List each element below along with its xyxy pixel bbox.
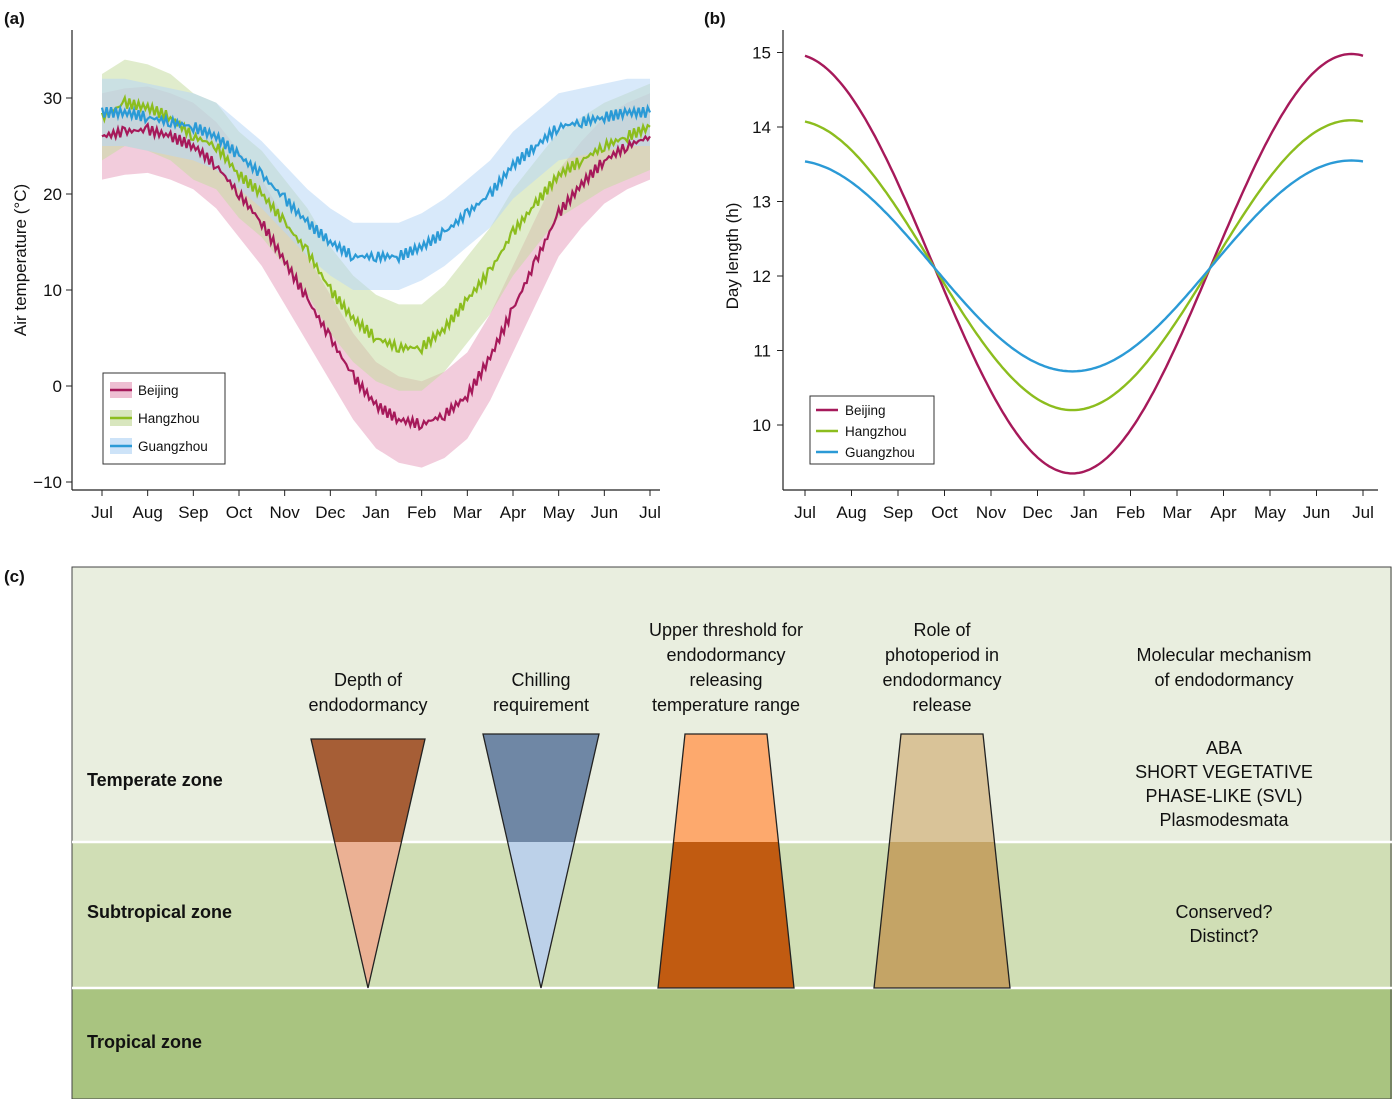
dormancy-zone-diagram: Temperate zone Subtropical zone Tropical z… [71, 566, 1392, 1099]
zone-label: Subtropical zone [87, 902, 232, 922]
x-tick-label: May [1254, 503, 1287, 522]
y-tick-label: −10 [33, 473, 62, 492]
x-tick-label: Dec [1022, 503, 1053, 522]
legend-label: Beijing [138, 383, 179, 398]
y-tick-label: 14 [752, 118, 771, 137]
shape-outline [310, 738, 426, 989]
y-tick-label: 13 [752, 193, 771, 212]
mechanism-temperate-text: ABA [1206, 738, 1242, 758]
column-title: Role of [913, 620, 971, 640]
x-tick-label: Jul [794, 503, 816, 522]
shape-outline [873, 733, 1011, 989]
x-tick-label: Nov [976, 503, 1007, 522]
series-line-hangzhou [100, 94, 651, 356]
y-axis-title: Day length (h) [723, 203, 742, 310]
x-tick-label: Jan [1070, 503, 1097, 522]
legend-label: Hangzhou [138, 411, 200, 426]
x-tick-label: Nov [270, 503, 301, 522]
shape-lower [334, 842, 402, 988]
column-title: endodormancy [666, 645, 785, 665]
panel-label-c: (c) [4, 567, 25, 586]
x-tick-label: Jan [362, 503, 389, 522]
y-tick-label: 30 [43, 89, 62, 108]
x-tick-label: Jul [1352, 503, 1374, 522]
shape-outline [482, 733, 600, 989]
x-tick-label: Mar [1162, 503, 1192, 522]
shape-lower [658, 842, 794, 988]
series-line-beijing [101, 121, 651, 431]
x-tick-label: Jun [591, 503, 618, 522]
x-tick-label: Oct [931, 503, 958, 522]
x-tick-label: Oct [226, 503, 253, 522]
x-tick-label: Feb [407, 503, 436, 522]
column-title: Depth of [334, 670, 403, 690]
x-tick-label: Apr [1210, 503, 1237, 522]
y-axis-title: Air temperature (°C) [11, 184, 30, 336]
series-line-beijing [804, 52, 1364, 475]
x-tick-label: Feb [1116, 503, 1145, 522]
zone-label: Temperate zone [87, 770, 223, 790]
mechanism-subtropical-text: Distinct? [1189, 926, 1258, 946]
shape-upper [889, 734, 995, 842]
column-title: release [912, 695, 971, 715]
day-length-chart: 10 11 12 13 14 15 Jul Aug Sep Oct Nov Dec Jan Feb Mar A… [723, 30, 1378, 522]
mechanism-title: of endodormancy [1154, 670, 1293, 690]
series-line-guangzhou [100, 103, 652, 265]
shape-lower [874, 842, 1010, 988]
shape-lower [507, 842, 575, 988]
temperature-chart: −10 0 10 20 30 Jul Aug Sep Oct Nov Dec Jan Feb Mar Apr… [11, 30, 661, 522]
column-title: endodormancy [882, 670, 1001, 690]
y-tick-label: 20 [43, 185, 62, 204]
column-title: requirement [493, 695, 589, 715]
column-title: temperature range [652, 695, 800, 715]
legend-label: Hangzhou [845, 424, 907, 439]
legend-label: Beijing [845, 403, 886, 418]
x-tick-label: Aug [836, 503, 866, 522]
diagram-frame [71, 566, 1392, 1099]
x-tick-label: Mar [453, 503, 483, 522]
x-tick-label: Jun [1303, 503, 1330, 522]
y-tick-label: 15 [752, 44, 771, 63]
x-tick-label: May [543, 503, 576, 522]
shape-outline [657, 733, 795, 989]
mechanism-temperate-text: PHASE-LIKE (SVL) [1145, 786, 1302, 806]
panel-label-b: (b) [704, 9, 726, 28]
column-title: Chilling [511, 670, 570, 690]
mechanism-title: Molecular mechanism [1136, 645, 1311, 665]
x-tick-label: Sep [883, 503, 913, 522]
y-tick-label: 11 [753, 342, 771, 361]
y-tick-label: 10 [752, 416, 771, 435]
column-title: releasing [689, 670, 762, 690]
x-tick-label: Aug [133, 503, 163, 522]
mechanism-temperate-text: SHORT VEGETATIVE [1135, 762, 1313, 782]
x-tick-label: Apr [500, 503, 527, 522]
x-tick-label: Jul [91, 503, 113, 522]
column-title: photoperiod in [885, 645, 999, 665]
legend-label: Guangzhou [138, 439, 208, 454]
shape-upper [483, 734, 599, 842]
zone-label: Tropical zone [87, 1032, 202, 1052]
column-title: endodormancy [308, 695, 427, 715]
mechanism-temperate-text: Plasmodesmata [1159, 810, 1289, 830]
x-tick-label: Jul [639, 503, 661, 522]
x-tick-label: Sep [178, 503, 208, 522]
x-tick-label: Dec [315, 503, 346, 522]
y-tick-label: 10 [43, 281, 62, 300]
series-line-hangzhou [804, 119, 1364, 412]
y-tick-label: 0 [53, 377, 62, 396]
mechanism-subtropical-text: Conserved? [1175, 902, 1272, 922]
series-line-guangzhou [804, 159, 1364, 373]
column-title: Upper threshold for [649, 620, 803, 640]
legend-label: Guangzhou [845, 445, 915, 460]
panel-label-a: (a) [4, 9, 25, 28]
band-guangzhou [102, 78, 650, 290]
shape-upper [673, 734, 779, 842]
y-tick-label: 12 [752, 267, 771, 286]
shape-upper [311, 739, 425, 842]
zone-band [72, 988, 1392, 1099]
